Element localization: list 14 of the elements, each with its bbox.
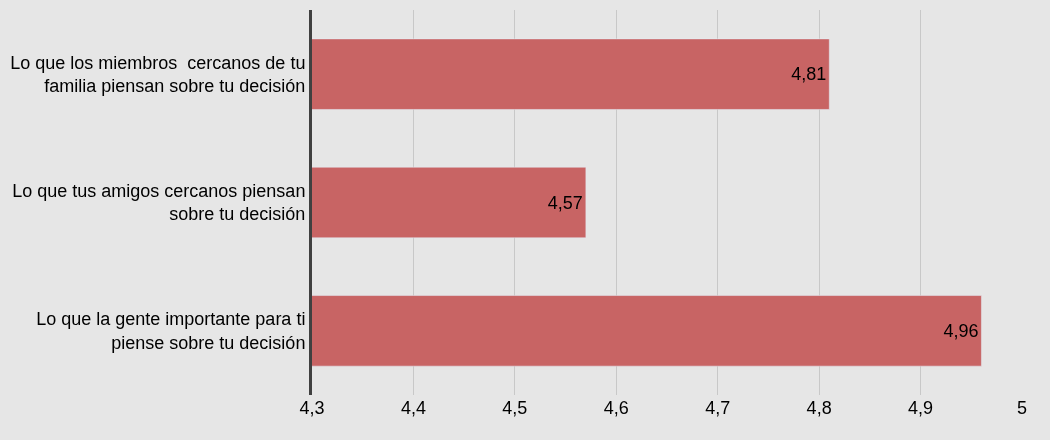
- x-tick-label: 4,9: [908, 398, 934, 418]
- y-tick-label: Lo que la gente importante para ti piense sobre tu decisión: [36, 309, 306, 353]
- y-tick-label: Lo que los miembros cercanos de tu familia piensan sobre tu decisión: [10, 52, 306, 97]
- x-tick-label: 4,3: [299, 398, 325, 418]
- x-tick-label: 5: [1016, 398, 1028, 418]
- x-tick-label: 4,6: [603, 398, 629, 418]
- y-tick-label: Lo que tus amigos cercanos piensan sobre tu decisión: [12, 181, 306, 225]
- x-tick-label: 4,5: [502, 398, 528, 418]
- x-tick-label: 4,8: [806, 398, 832, 418]
- data-label: 4,81: [791, 64, 827, 85]
- data-label: 4,96: [943, 320, 979, 341]
- x-tick-label: 4,4: [400, 398, 426, 418]
- x-tick-label: 4,7: [705, 398, 731, 418]
- data-label: 4,57: [547, 192, 583, 213]
